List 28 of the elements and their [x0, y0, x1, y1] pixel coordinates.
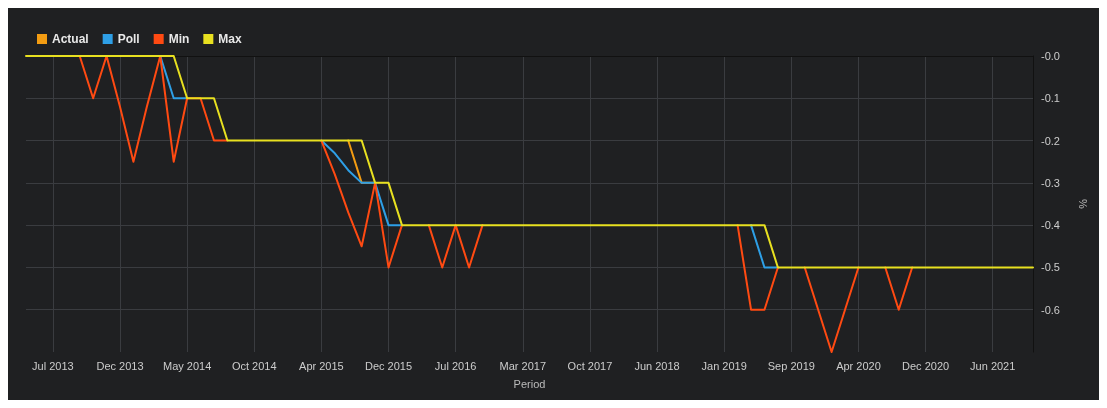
y-tick-label: -0.2	[1041, 134, 1060, 147]
x-tick-label: Dec 2015	[364, 359, 413, 372]
x-tick-label: Apr 2015	[299, 359, 344, 372]
x-tick-label: May 2014	[162, 359, 212, 372]
x-tick-label: Jan 2019	[701, 359, 747, 372]
legend-label: Actual	[52, 32, 89, 46]
legend-label: Poll	[117, 32, 140, 46]
y-tick-label: -0.0	[1041, 50, 1060, 62]
y-tick-label: -0.3	[1041, 176, 1060, 189]
legend-label: Max	[218, 32, 243, 46]
y-tick-label: -0.5	[1041, 261, 1060, 274]
x-tick-label: Sep 2019	[767, 359, 815, 372]
x-tick-label: Jul 2013	[32, 359, 74, 372]
x-tick-label: Apr 2020	[836, 359, 881, 372]
x-axis-title: Period	[513, 377, 546, 390]
x-tick-label: Mar 2017	[499, 359, 547, 372]
legend-label: Min	[168, 32, 190, 46]
x-tick-label: Dec 2013	[96, 359, 144, 372]
y-tick-label: -0.1	[1041, 92, 1060, 105]
x-tick-label: Jul 2016	[434, 359, 477, 372]
x-tick-label: Jun 2018	[634, 359, 680, 372]
y-tick-label: -0.4	[1041, 219, 1060, 232]
x-tick-label: Oct 2014	[231, 359, 277, 372]
x-tick-label: Jun 2021	[970, 359, 1016, 372]
y-tick-label: -0.6	[1041, 303, 1060, 316]
x-tick-label: Oct 2017	[567, 359, 613, 372]
x-tick-label: Dec 2020	[902, 359, 950, 372]
y-axis-title: %	[1076, 199, 1089, 210]
